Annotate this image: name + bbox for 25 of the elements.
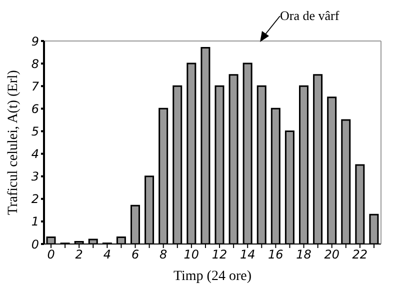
y-tick-label: 2 xyxy=(31,192,39,206)
x-tick-label: 6 xyxy=(131,248,140,262)
x-tick-label: 4 xyxy=(103,248,112,262)
x-tick-label: 0 xyxy=(47,248,56,262)
x-tick-label: 10 xyxy=(184,248,200,262)
y-tick-label: 8 xyxy=(31,56,40,71)
y-tick-label: 4 xyxy=(31,147,39,162)
text: Ora de vârf xyxy=(280,8,340,24)
y-tick-label: 6 xyxy=(31,102,40,116)
y-tick-label: 3 xyxy=(31,170,39,184)
y-tick-label: 9 xyxy=(31,34,39,48)
x-tick-label: 18 xyxy=(296,248,312,262)
y-tick-label: 0 xyxy=(31,237,40,252)
x-tick-label: 12 xyxy=(212,248,228,262)
y-tick-label: 7 xyxy=(31,79,40,94)
x-tick-label: 16 xyxy=(268,248,284,262)
x-axis-title: Timp (24 ore) xyxy=(173,269,252,284)
y-tick-label: 5 xyxy=(31,124,39,138)
x-tick-label: 2 xyxy=(75,248,83,262)
y-axis-title: Traficul celulei, A(t) (Erl) xyxy=(6,70,21,215)
x-tick-label: 20 xyxy=(324,248,340,262)
x-tick-label: 8 xyxy=(160,248,168,262)
x-tick-label: 22 xyxy=(352,248,368,262)
y-tick-label: 1 xyxy=(31,214,39,229)
x-tick-label: 14 xyxy=(240,248,256,262)
